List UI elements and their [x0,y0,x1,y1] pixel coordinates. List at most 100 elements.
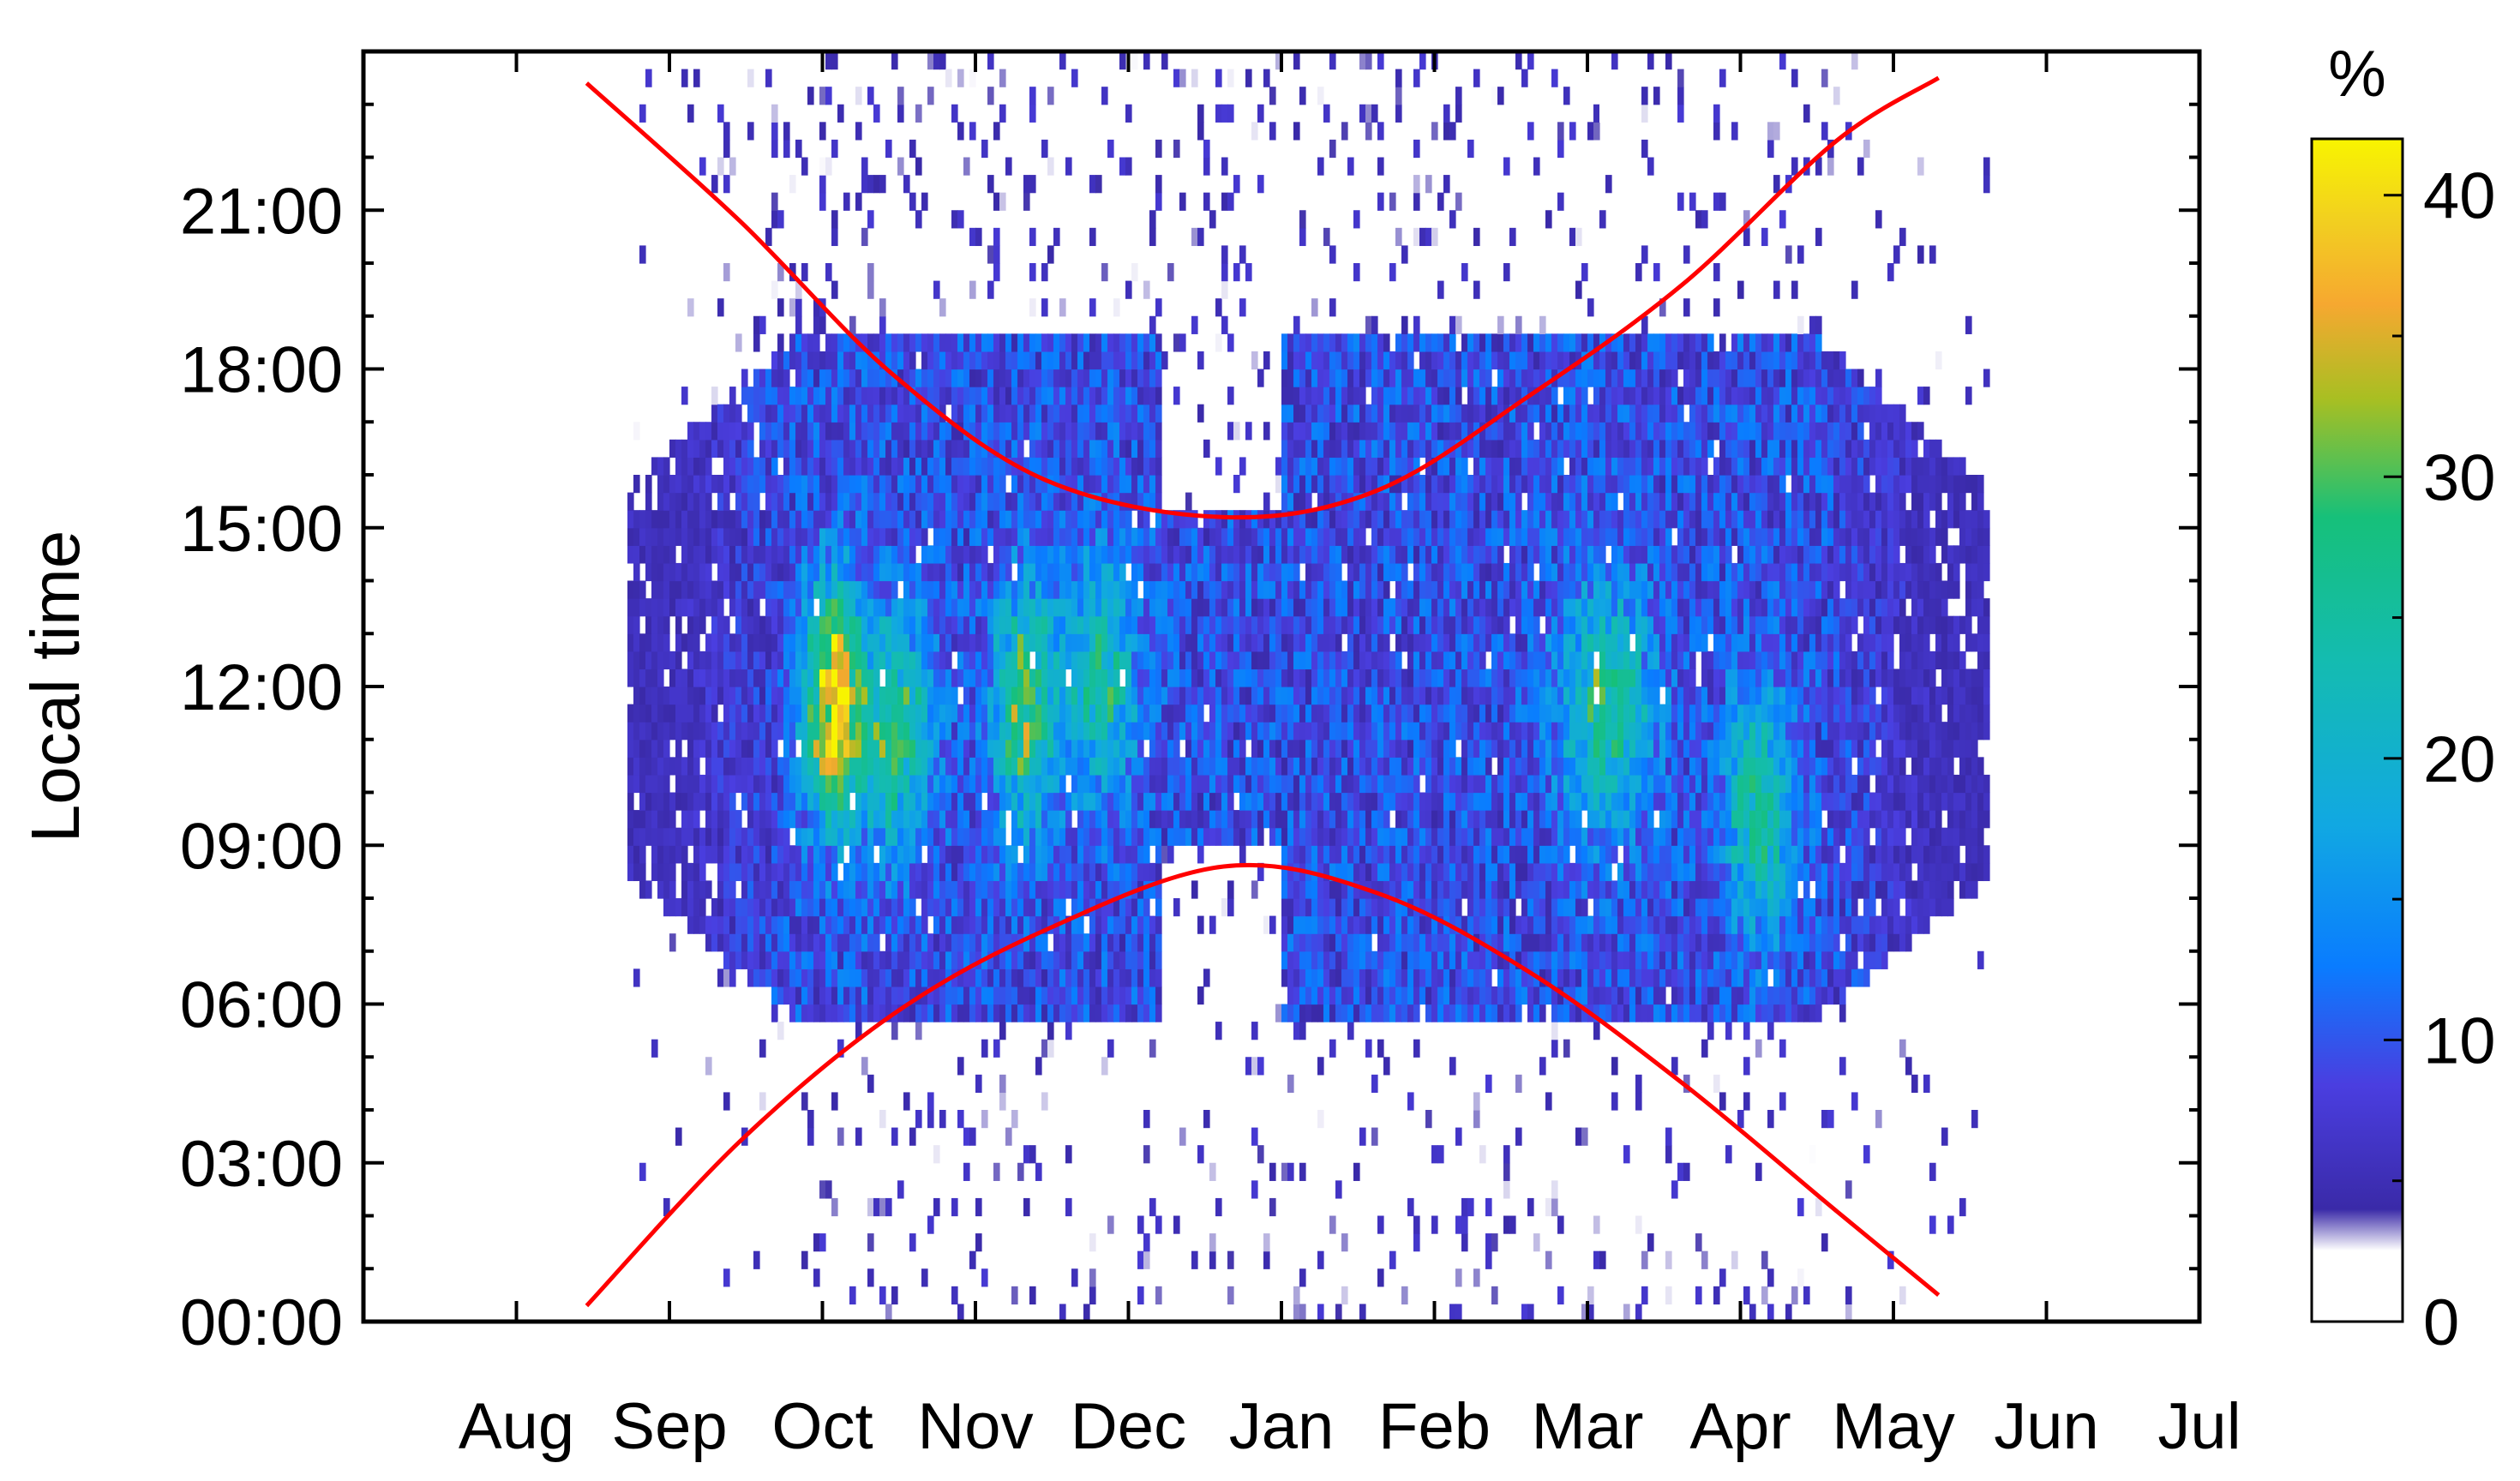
heatmap-cell [903,950,910,969]
heatmap-cell [1059,827,1066,846]
heatmap-cell [699,774,706,794]
heatmap-cell [1431,845,1438,864]
heatmap-cell [1341,774,1348,794]
heatmap-cell [963,439,970,459]
heatmap-cell [753,598,760,617]
heatmap-cell [729,757,736,776]
heatmap-cell [1377,598,1384,617]
heatmap-cell [969,704,976,723]
heatmap-cell [789,810,796,829]
heatmap-cell [825,1004,832,1022]
heatmap-cell [933,757,940,776]
heatmap-cell [801,827,808,846]
heatmap-cell [849,862,856,882]
heatmap-cell [813,369,820,387]
heatmap-cell [705,669,712,687]
heatmap-cell [963,862,970,882]
heatmap-cell [1389,562,1396,582]
heatmap-cell [705,527,712,546]
heatmap-cell [801,1250,808,1269]
heatmap-cell [1113,845,1120,864]
heatmap-cell [999,845,1006,864]
heatmap-cell [915,792,922,811]
heatmap-cell [999,757,1006,776]
heatmap-cell [759,774,766,794]
heatmap-cell [1203,739,1210,758]
heatmap-cell [657,580,664,599]
heatmap-cell [807,351,814,370]
heatmap-cell [1431,774,1438,794]
heatmap-cell [747,862,754,882]
heatmap-cell [1215,333,1222,352]
heatmap-cell [1377,545,1384,564]
heatmap-cell [783,898,790,917]
heatmap-cell [915,827,922,846]
heatmap-cell [1203,774,1210,794]
heatmap-cell [1281,404,1288,423]
heatmap-cell [891,545,898,564]
heatmap-cell [849,633,856,652]
heatmap-cell [1089,757,1096,776]
heatmap-cell [1101,527,1108,546]
heatmap-cell [837,1039,844,1058]
heatmap-cell [981,1039,988,1058]
heatmap-cell [1023,810,1030,829]
heatmap-cell [1365,757,1372,776]
heatmap-cell [1149,774,1156,794]
heatmap-cell [1389,757,1396,776]
heatmap-cell [1065,687,1072,705]
heatmap-cell [1035,457,1042,476]
heatmap-cell [975,227,982,247]
heatmap-cell [1089,722,1096,740]
heatmap-cell [1413,404,1420,423]
heatmap-cell [1335,510,1342,529]
heatmap-cell [897,492,904,511]
heatmap-cell [1401,387,1408,405]
heatmap-cell [1053,439,1060,459]
heatmap-cell [885,986,892,1005]
heatmap-cell [1269,1162,1276,1181]
heatmap-cell [735,633,742,652]
heatmap-cell [1329,633,1336,652]
heatmap-cell [879,333,886,352]
heatmap-cell [753,968,760,987]
heatmap-cell [1041,298,1048,317]
heatmap-cell [879,404,886,423]
heatmap-cell [729,633,736,652]
heatmap-cell [1023,545,1030,564]
heatmap-cell [927,369,934,387]
heatmap-cell [729,669,736,687]
heatmap-cell [657,615,664,634]
heatmap-cell [861,739,868,758]
heatmap-cell [813,351,820,370]
heatmap-cell [879,827,886,846]
heatmap-cell [753,527,760,546]
heatmap-cell [795,598,802,617]
heatmap-cell [723,651,730,670]
heatmap-cell [1203,439,1210,459]
heatmap-cell [1065,333,1072,352]
heatmap-cell [1173,687,1180,705]
heatmap-cell [921,615,928,634]
heatmap-cell [1089,986,1096,1005]
heatmap-cell [633,615,640,634]
heatmap-cell [1353,704,1360,723]
heatmap-cell [1275,598,1282,617]
heatmap-cell [1143,933,1150,952]
heatmap-cell [1275,810,1282,829]
heatmap-cell [777,933,784,952]
heatmap-cell [735,51,742,52]
heatmap-cell [1053,492,1060,511]
heatmap-cell [1011,422,1018,441]
heatmap-cell [867,175,874,194]
heatmap-cell [1023,615,1030,634]
heatmap-cells [627,51,1990,1322]
heatmap-cell [1329,245,1336,264]
heatmap-cell [1281,810,1288,829]
heatmap-cell [993,810,1000,829]
heatmap-cell [867,1004,874,1022]
heatmap-cell [1323,1004,1330,1022]
heatmap-cell [945,545,952,564]
heatmap-cell [747,810,754,829]
heatmap-cell [1371,722,1378,740]
